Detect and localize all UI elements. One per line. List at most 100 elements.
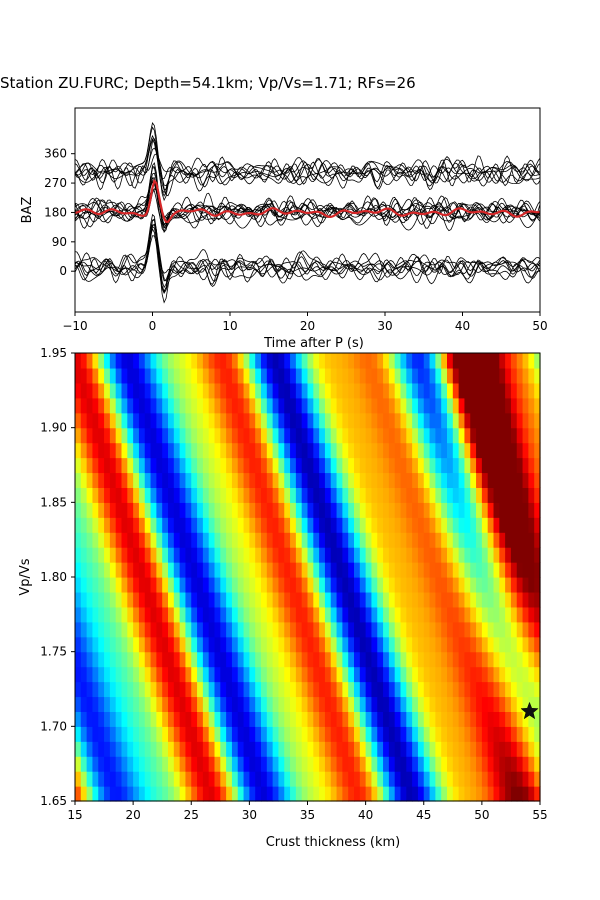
heatmap-cell [150, 636, 157, 653]
rf-trace [75, 138, 540, 202]
heatmap-cell [348, 382, 355, 399]
heatmap-cell [406, 741, 413, 757]
heatmap-cell [371, 651, 378, 668]
heatmap-cell [278, 621, 285, 638]
heatmap-cell [202, 681, 210, 698]
heatmap-cell [452, 442, 460, 459]
heatmap-cell [388, 666, 396, 683]
heatmap-cell [313, 457, 320, 474]
heatmap-cell [354, 412, 361, 429]
heatmap-cell [319, 427, 326, 444]
heatmap-cell [92, 591, 99, 608]
heatmap-cell [516, 591, 524, 608]
heatmap-cell [121, 711, 128, 727]
heatmap-cell [423, 636, 431, 653]
heatmap-cell [348, 651, 355, 668]
heatmap-cell [231, 517, 239, 533]
heatmap-cell [237, 666, 245, 683]
heatmap-cell [255, 502, 262, 518]
heatmap-cell [383, 547, 390, 563]
heatmap-cell [92, 412, 99, 429]
heatmap-cell [278, 442, 285, 459]
heatmap-cell [388, 726, 396, 742]
heatmap-cell [249, 517, 256, 533]
heatmap-cell [359, 547, 367, 563]
heatmap-cell [435, 457, 442, 474]
heatmap-cell [423, 562, 431, 578]
heatmap-cell [516, 771, 524, 787]
heatmap-cell [208, 517, 216, 533]
heatmap-cell [115, 517, 123, 533]
heatmap-cell [231, 681, 239, 698]
heatmap-cell [377, 532, 384, 548]
heatmap-cell [202, 457, 210, 474]
heatmap-cell [441, 472, 448, 488]
heatmap-cell [458, 591, 466, 608]
heatmap-cell [313, 741, 320, 757]
heatmap-cell [249, 562, 256, 578]
heatmap-cell [237, 353, 245, 369]
heatmap-cell [447, 591, 454, 608]
heatmap-cell [150, 726, 157, 742]
bottom-x-tick-label: 40 [358, 808, 373, 822]
heatmap-cell [80, 367, 88, 384]
heatmap-cell [476, 771, 483, 787]
heatmap-cell [278, 711, 285, 727]
heatmap-cell [226, 651, 233, 668]
heatmap-cell [342, 786, 349, 802]
heatmap-cell [412, 487, 419, 503]
heatmap-cell [406, 532, 413, 548]
heatmap-cell [447, 427, 454, 444]
heatmap-cell [121, 636, 128, 653]
heatmap-cell [534, 636, 541, 653]
heatmap-cell [452, 487, 460, 503]
heatmap-cell [487, 636, 495, 653]
top-x-tick-label: −10 [62, 319, 87, 333]
heatmap-cell [80, 502, 88, 518]
heatmap-cell [371, 517, 378, 533]
heatmap-cell [470, 353, 477, 369]
heatmap-cell [150, 547, 157, 563]
heatmap-cell [383, 696, 390, 712]
heatmap-cell [208, 681, 216, 698]
heatmap-cell [522, 621, 529, 638]
heatmap-cell [301, 577, 309, 593]
heatmap-cell [406, 427, 413, 444]
heatmap-cell [429, 666, 436, 683]
heatmap-cell [394, 666, 402, 683]
heatmap-cell [476, 487, 483, 503]
heatmap-cell [284, 756, 291, 772]
heatmap-cell [476, 397, 483, 414]
heatmap-cell [429, 636, 436, 653]
heatmap-cell [470, 756, 477, 772]
heatmap-cell [266, 741, 274, 757]
heatmap-cell [435, 726, 442, 742]
heatmap-cell [447, 472, 454, 488]
heatmap-cell [109, 696, 117, 712]
heatmap-cell [528, 502, 535, 518]
heatmap-cell [441, 741, 448, 757]
heatmap-cell [412, 427, 419, 444]
heatmap-cell [121, 562, 128, 578]
heatmap-cell [447, 756, 454, 772]
heatmap-cell [162, 756, 169, 772]
heatmap-cell [365, 741, 373, 757]
heatmap-cell [185, 756, 192, 772]
heatmap-cell [197, 681, 204, 698]
heatmap-cell [359, 457, 367, 474]
heatmap-cell [499, 547, 506, 563]
heatmap-cell [423, 577, 431, 593]
heatmap-cell [191, 502, 198, 518]
heatmap-cell [191, 741, 198, 757]
heatmap-cell [191, 636, 198, 653]
heatmap-cell [92, 457, 99, 474]
heatmap-cell [499, 666, 506, 683]
heatmap-cell [75, 412, 82, 429]
heatmap-cell [365, 681, 373, 698]
heatmap-cell [249, 442, 256, 459]
heatmap-cell [115, 771, 123, 787]
heatmap-cell [307, 711, 314, 727]
heatmap-cell [400, 786, 407, 802]
heatmap-cell [435, 577, 442, 593]
heatmap-cell [435, 636, 442, 653]
